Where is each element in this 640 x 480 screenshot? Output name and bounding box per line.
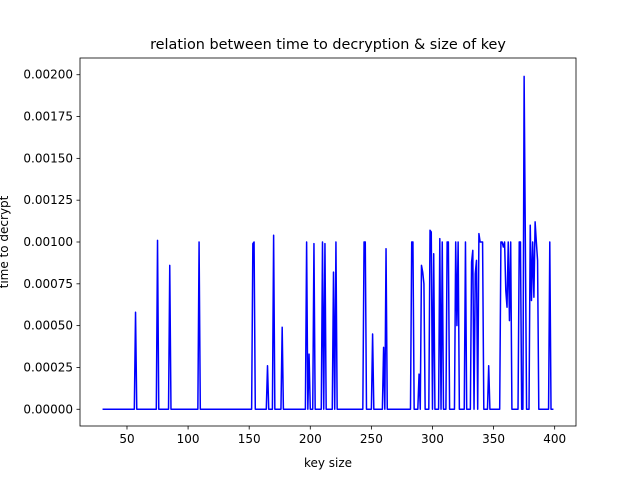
chart-title: relation between time to decryption & si… [150,37,506,53]
y-tick-label: 0.00200 [23,68,73,82]
y-axis-label: time to decrypt [0,195,11,288]
y-tick-label: 0.00150 [23,151,73,165]
y-tick-label: 0.00100 [23,235,73,249]
x-tick-label: 50 [119,432,134,446]
y-tick-label: 0.00125 [23,193,73,207]
x-tick-label: 150 [238,432,261,446]
x-tick-label: 200 [299,432,322,446]
data-line [102,75,554,411]
x-tick-label: 300 [421,432,444,446]
x-tick-label: 400 [543,432,566,446]
x-tick-label: 350 [482,432,505,446]
plot-frame [79,57,577,427]
y-tick-label: 0.00050 [23,319,73,333]
y-tick-label: 0.00075 [23,277,73,291]
y-tick-label: 0.00175 [23,110,73,124]
x-axis-label: key size [304,456,352,470]
x-tick-label: 250 [360,432,383,446]
y-tick-label: 0.00000 [23,402,73,416]
x-tick-label: 100 [177,432,200,446]
y-tick-label: 0.00025 [23,360,73,374]
